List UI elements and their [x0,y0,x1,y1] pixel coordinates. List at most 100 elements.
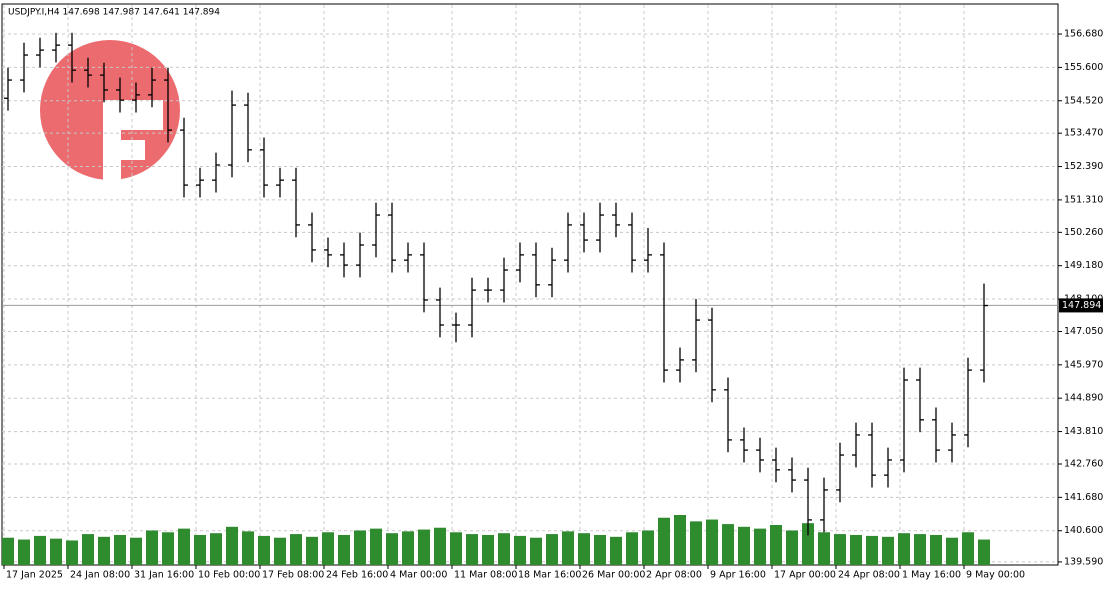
volume-bar [114,535,126,565]
volume-bar [866,535,878,565]
volume-bar [274,537,286,565]
x-tick-label: 9 Apr 16:00 [710,570,766,581]
volume-bar [978,539,990,565]
x-tick-label: 18 Mar 16:00 [518,570,581,581]
volume-bar [450,532,462,565]
volume-bar [946,537,958,565]
volume-bar [258,535,270,565]
volume-bar [338,535,350,565]
x-tick-label: 17 Jan 2025 [6,570,63,581]
y-tick-label: 152.390 [1064,161,1103,172]
volume-bar [930,535,942,565]
volume-bar [770,525,782,565]
volume-bar [626,532,638,565]
volume-bar [642,530,654,565]
x-tick-label: 17 Feb 08:00 [262,570,324,581]
y-tick-label: 147.050 [1064,326,1103,337]
y-tick-label: 140.600 [1064,525,1103,536]
y-tick-label: 139.590 [1064,556,1103,567]
y-tick-label: 154.520 [1064,95,1103,106]
volume-bar [482,535,494,565]
volume-bar [722,524,734,565]
volume-bar [610,536,622,565]
volume-bar [418,529,430,565]
volume-bar [498,533,510,565]
volume-bar [386,533,398,565]
chart-title: USDJPY.I,H4 147.698 147.987 147.641 147.… [8,8,220,18]
y-tick-label: 156.680 [1064,29,1103,40]
volume-bar [226,526,238,565]
logo-letter [103,100,163,180]
volume-bar [754,528,766,565]
y-tick-label: 141.680 [1064,492,1103,503]
volume-bar [466,534,478,565]
y-tick-label: 151.310 [1064,194,1103,205]
volume-bar [514,535,526,565]
x-tick-label: 10 Feb 00:00 [198,570,260,581]
volume-bar [34,535,46,565]
x-tick-label: 24 Feb 16:00 [326,570,388,581]
x-tick-label: 26 Mar 00:00 [582,570,645,581]
volume-bar [306,536,318,565]
volume-bar [18,539,30,565]
volume-bar [786,530,798,565]
volume-bar [50,538,62,565]
y-tick-label: 142.760 [1064,458,1103,469]
volume-bar [562,531,574,565]
volume-bar [322,532,334,565]
y-tick-label: 155.600 [1064,62,1103,73]
volume-bar [658,517,670,565]
volume-bar [914,534,926,565]
volume-bar [146,530,158,565]
volume-bar [434,527,446,565]
volume-bar [130,537,142,565]
volume-bar [162,532,174,565]
x-tick-label: 2 Apr 08:00 [646,570,702,581]
volume-bar [354,530,366,565]
volume-bar [578,533,590,565]
volume-bar [194,535,206,565]
volume-bar [242,531,254,565]
volume-bar [290,534,302,565]
x-tick-label: 24 Apr 08:00 [838,570,900,581]
y-tick-label: 143.810 [1064,426,1103,437]
volume-bar [402,531,414,565]
volume-bar [818,532,830,565]
volume-bar [66,540,78,565]
x-tick-label: 1 May 16:00 [902,570,961,581]
y-tick-label: 153.470 [1064,128,1103,139]
volume-bar [802,523,814,565]
x-tick-label: 4 Mar 00:00 [390,570,447,581]
last-price-label: 147.894 [1062,300,1101,311]
volume-bar [530,537,542,565]
volume-bar [898,533,910,565]
volume-bar [178,528,190,565]
volume-bar [594,535,606,565]
volume-bar [82,534,94,565]
volume-bar [546,534,558,565]
volume-bar [210,533,222,565]
volume-bar [962,532,974,565]
x-tick-label: 31 Jan 16:00 [134,570,194,581]
y-tick-label: 149.180 [1064,260,1103,271]
volume-bar [850,535,862,565]
volume-bar [98,536,110,565]
volume-bar [834,534,846,565]
volume-bar [2,537,14,565]
volume-bar [674,515,686,565]
volume-bar [690,521,702,565]
x-tick-label: 9 May 00:00 [966,570,1025,581]
x-tick-label: 17 Apr 00:00 [774,570,836,581]
x-tick-label: 24 Jan 08:00 [70,570,130,581]
x-tick-label: 11 Mar 08:00 [454,570,517,581]
last-price-box [1059,298,1103,313]
volume-bar [706,519,718,565]
y-tick-label: 145.970 [1064,359,1103,370]
y-tick-label: 150.260 [1064,227,1103,238]
volume-bar [738,526,750,565]
volume-bar [370,528,382,565]
y-tick-label: 144.890 [1064,393,1103,404]
logo [40,40,180,180]
